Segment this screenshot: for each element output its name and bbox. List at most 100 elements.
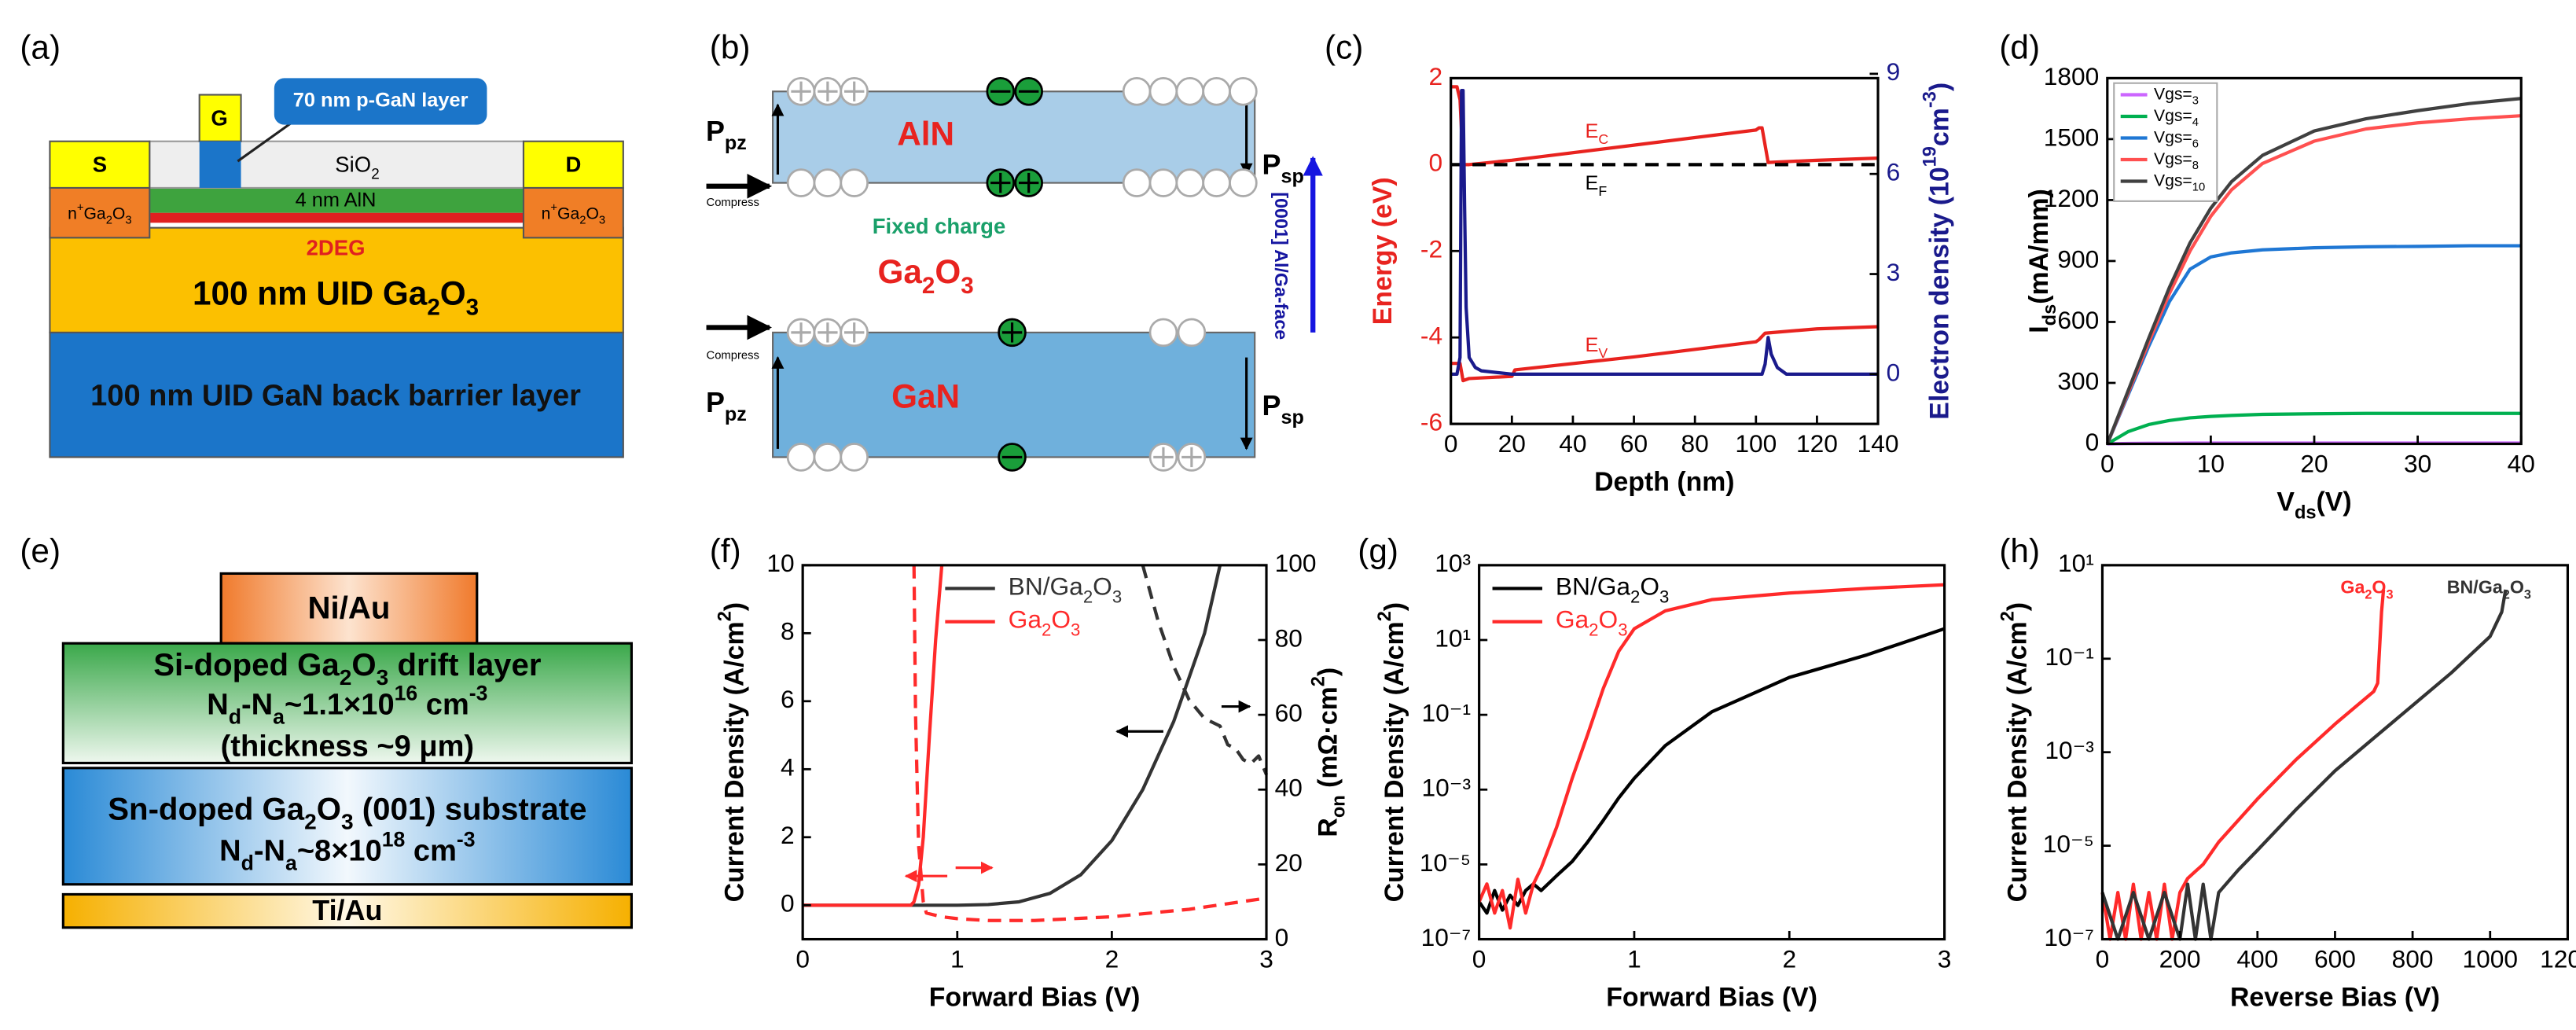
text-part: 3 xyxy=(125,215,131,227)
y-tick-label: 8 xyxy=(781,617,795,646)
gan-layer xyxy=(772,331,1256,458)
text-part: Vgs= xyxy=(2154,107,2192,125)
p-gan xyxy=(199,141,241,188)
fixed-charge-text: Fixed charge xyxy=(873,214,1005,238)
charge-circle xyxy=(1202,168,1231,197)
y2-tick-label: 0 xyxy=(1275,923,1289,951)
text-part: E xyxy=(1585,172,1598,194)
x-axis-label: Vds(V) xyxy=(2277,487,2351,524)
charge xyxy=(1175,168,1205,197)
series-line xyxy=(1477,627,1946,915)
text-part: 18 xyxy=(382,828,406,852)
x-tick-label: 1 xyxy=(1627,944,1641,973)
text-part: 10 xyxy=(2192,181,2205,193)
charge xyxy=(813,318,843,348)
text-part: -N xyxy=(241,689,273,722)
ppz-text: Ppz xyxy=(706,385,747,425)
text-part: on xyxy=(1329,795,1350,818)
legend-label: Ga2O3 xyxy=(1556,605,1628,640)
text-part: a xyxy=(273,705,285,729)
drift-layer xyxy=(61,642,633,765)
y-tick-label: 10⁻⁷ xyxy=(1421,923,1471,951)
charge-circle xyxy=(1148,318,1178,348)
layer-text: Ga2O3 xyxy=(878,253,974,299)
text-part: I xyxy=(2024,326,2054,333)
text-part: O xyxy=(2510,577,2524,598)
text-part: O xyxy=(112,204,125,223)
ppz-text: Ppz xyxy=(706,115,747,154)
y-tick-label: 600 xyxy=(2057,306,2099,334)
series-line xyxy=(1450,85,1879,167)
text-part: 2 xyxy=(427,295,439,321)
x-tick-label: 40 xyxy=(1559,429,1586,458)
plot-frame xyxy=(1478,564,1946,941)
x-tick-label: 800 xyxy=(2392,944,2434,973)
y2-tick-label: 20 xyxy=(1275,848,1303,877)
charge-circle xyxy=(813,168,843,197)
text-part: 2 xyxy=(1589,620,1598,640)
text-part: n xyxy=(68,204,77,223)
y-axis-label: Current Density (A/cm2) xyxy=(1375,602,1409,902)
panel-label: (e) xyxy=(20,532,61,569)
x-tick-label: 10 xyxy=(2197,449,2225,477)
text-part: n xyxy=(542,204,551,223)
contact-right xyxy=(522,186,624,239)
text-part: 3 xyxy=(2524,588,2531,602)
panel-b: (b) AlN Ga2O3 GaN Fixed charge Compress … xyxy=(706,29,1323,472)
x-tick-label: 80 xyxy=(1681,429,1709,458)
y2-tick-label: 100 xyxy=(1275,549,1317,577)
text-part: Ga xyxy=(878,253,923,290)
charge xyxy=(813,168,843,197)
x-tick-label: 200 xyxy=(2159,944,2201,973)
legend-label: Vgs=6 xyxy=(2154,128,2199,150)
charge xyxy=(998,443,1027,472)
legend-label: BN/Ga2O3 xyxy=(1556,572,1670,607)
text-part: Si-doped Ga xyxy=(153,646,340,682)
layer-text: GaN xyxy=(891,378,960,415)
text-part: 3 xyxy=(2192,94,2199,107)
contact-left xyxy=(49,186,151,239)
text-part: 2 xyxy=(371,166,380,182)
text-part: + xyxy=(77,202,84,215)
text-part: ~1.1×10 xyxy=(285,689,395,722)
callout-text: 70 nm p-GaN layer xyxy=(293,90,469,112)
y-axis-label: Ids(mA/mm) xyxy=(2024,189,2060,333)
y-tick-label: 10¹ xyxy=(2058,549,2094,577)
annotation: EV xyxy=(1585,334,1608,361)
text-part: 3 xyxy=(599,215,605,227)
text-part: E xyxy=(1585,334,1598,356)
text-part: E xyxy=(1585,120,1598,142)
charge xyxy=(1175,77,1205,106)
charge-circle xyxy=(1175,168,1205,197)
text-part: 2 xyxy=(2503,588,2510,602)
charge xyxy=(1202,168,1231,197)
text-part: Ga xyxy=(1009,605,1042,634)
text-part: ) xyxy=(2003,602,2033,611)
series-line xyxy=(803,565,944,907)
text-part: 3 xyxy=(1659,587,1669,607)
text-part: 3 xyxy=(1618,620,1627,640)
text-part: -3 xyxy=(1920,91,1941,108)
text-part: Vgs= xyxy=(2154,128,2192,146)
substrate xyxy=(61,767,633,886)
layer-text: Sn-doped Ga2O3 (001) substrate xyxy=(108,791,586,833)
text-part: Sn-doped Ga xyxy=(108,791,305,826)
text-part: 3 xyxy=(466,295,479,321)
charge-circle xyxy=(1175,77,1205,106)
legend-label: Vgs=8 xyxy=(2154,150,2199,172)
compress-text: Compress xyxy=(707,197,759,209)
panel-label: (f) xyxy=(710,532,741,569)
charge-circle xyxy=(1122,77,1152,106)
back-barrier-text: 100 nm UID GaN back barrier layer xyxy=(90,379,581,412)
charge xyxy=(1229,77,1258,106)
x-tick-label: 1 xyxy=(950,944,965,973)
charge xyxy=(1177,443,1207,472)
drain xyxy=(522,140,624,189)
contact-text: n+Ga2O3 xyxy=(68,202,131,227)
text-part: Ga xyxy=(2340,577,2365,598)
charge xyxy=(1014,77,1043,106)
x-tick-label: 60 xyxy=(1620,429,1648,458)
y2-tick-label: 60 xyxy=(1275,699,1303,727)
